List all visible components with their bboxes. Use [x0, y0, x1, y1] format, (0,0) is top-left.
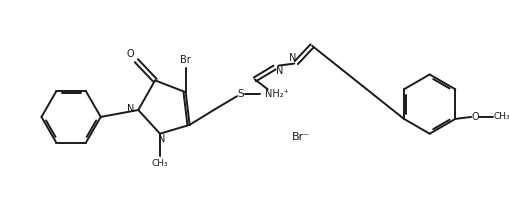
Text: N: N — [289, 53, 296, 63]
Text: S: S — [238, 89, 244, 99]
Text: NH₂⁺: NH₂⁺ — [265, 89, 289, 99]
Text: Br⁻: Br⁻ — [292, 132, 310, 142]
Text: N: N — [158, 134, 165, 144]
Text: O: O — [127, 49, 134, 59]
Text: N: N — [276, 67, 283, 77]
Text: Br: Br — [180, 55, 191, 65]
Text: CH₃: CH₃ — [493, 112, 509, 121]
Text: N: N — [127, 104, 134, 114]
Text: CH₃: CH₃ — [152, 159, 168, 168]
Text: O: O — [471, 112, 479, 122]
